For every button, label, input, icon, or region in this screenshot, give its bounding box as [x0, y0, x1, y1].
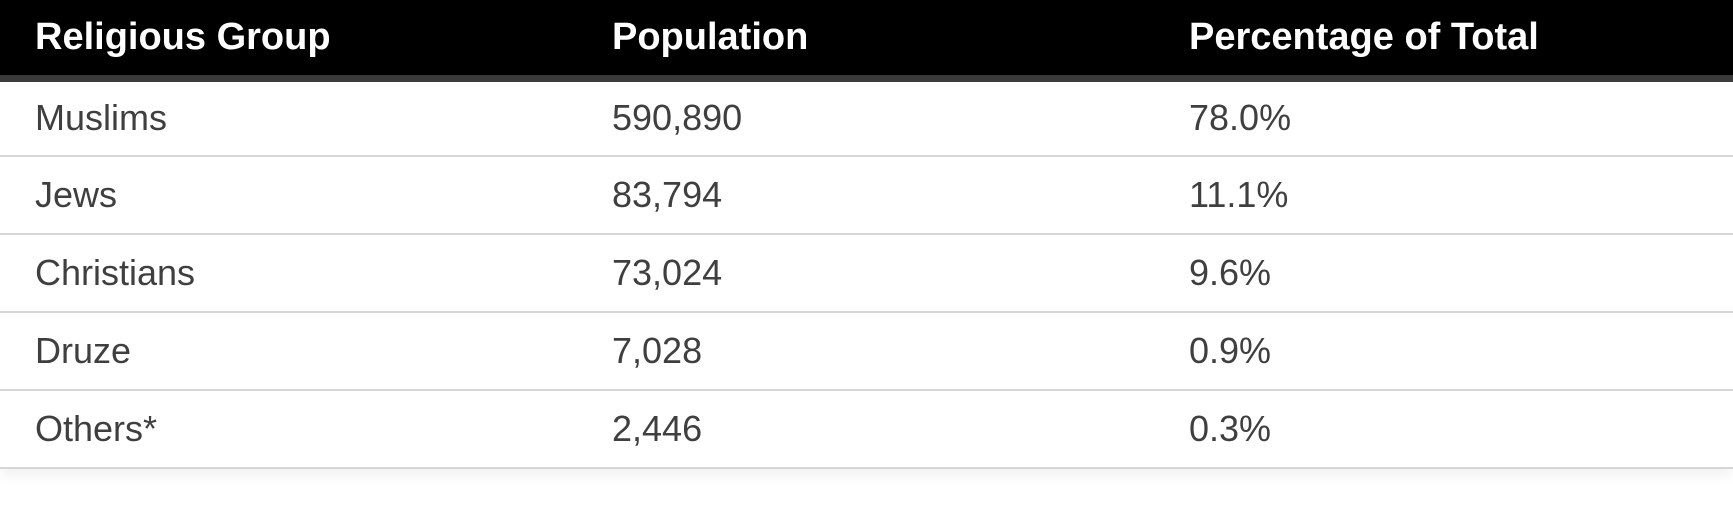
cell-population: 2,446 [577, 390, 1154, 469]
table-row: Druze 7,028 0.9% [0, 312, 1733, 391]
table-row: Others* 2,446 0.3% [0, 390, 1733, 469]
header-religious-group: Religious Group [0, 0, 577, 82]
cell-percentage: 11.1% [1154, 156, 1733, 235]
header-percentage: Percentage of Total [1154, 0, 1733, 82]
cell-religious-group: Druze [0, 312, 577, 391]
cell-population: 73,024 [577, 234, 1154, 313]
cell-population: 7,028 [577, 312, 1154, 391]
table-body: Muslims 590,890 78.0% Jews 83,794 11.1% … [0, 78, 1733, 469]
cell-population: 83,794 [577, 156, 1154, 235]
table-row: Jews 83,794 11.1% [0, 156, 1733, 235]
header-row: Religious Group Population Percentage of… [0, 0, 1733, 82]
cell-religious-group: Jews [0, 156, 577, 235]
header-population: Population [577, 0, 1154, 82]
cell-religious-group: Muslims [0, 78, 577, 157]
cell-percentage: 78.0% [1154, 78, 1733, 157]
cell-religious-group: Others* [0, 390, 577, 469]
cell-percentage: 0.9% [1154, 312, 1733, 391]
cell-religious-group: Christians [0, 234, 577, 313]
table-header: Religious Group Population Percentage of… [0, 0, 1733, 82]
cell-percentage: 9.6% [1154, 234, 1733, 313]
cell-population: 590,890 [577, 78, 1154, 157]
table-row: Christians 73,024 9.6% [0, 234, 1733, 313]
religious-population-table: Religious Group Population Percentage of… [0, 0, 1733, 469]
table-row: Muslims 590,890 78.0% [0, 78, 1733, 157]
cell-percentage: 0.3% [1154, 390, 1733, 469]
